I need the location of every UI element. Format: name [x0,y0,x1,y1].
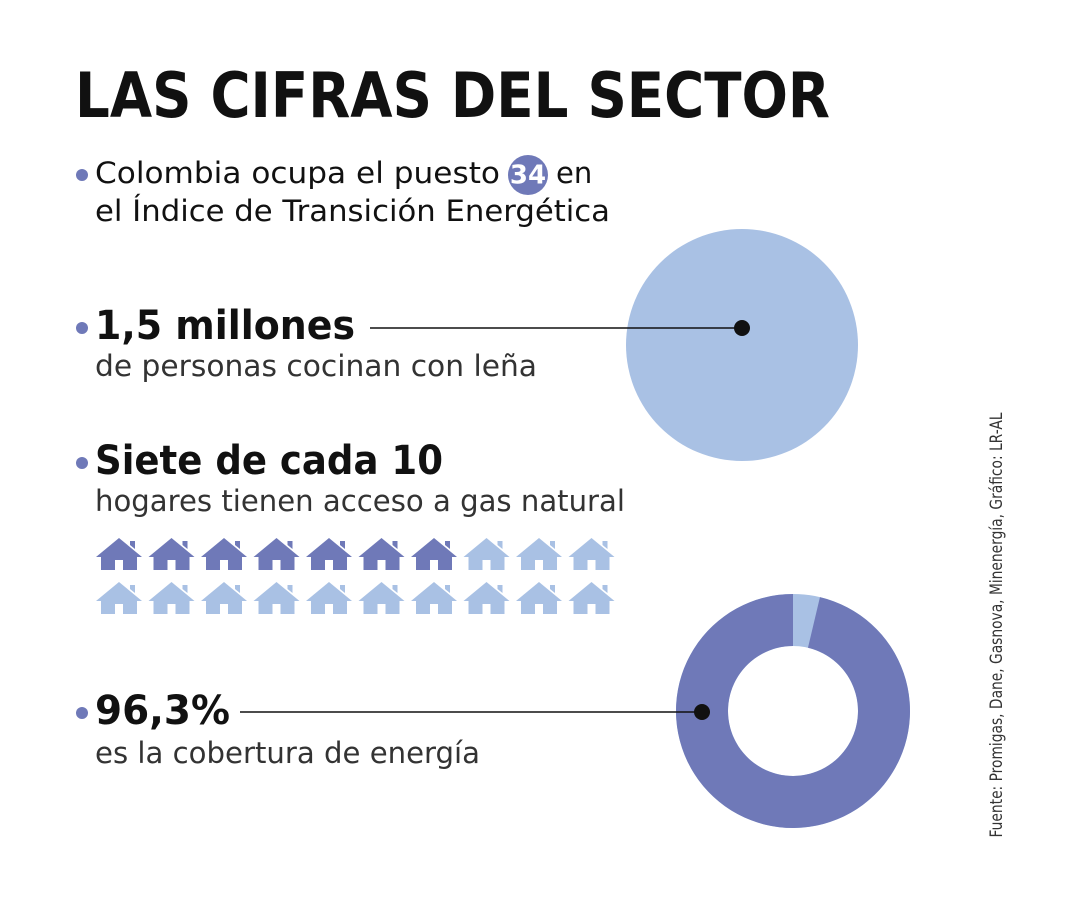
leader-dot [694,704,710,720]
house-icon [516,538,562,570]
item-text: en [556,156,592,190]
bullet [76,707,88,719]
house-icon [463,538,510,570]
bullet [76,457,88,469]
bullet [76,169,88,181]
item-text: el Índice de Transición Energética [95,194,610,228]
house-icon [568,538,615,570]
house-icon [411,582,457,614]
house-icon [306,582,352,614]
rank: 34 [510,161,546,191]
house-icon [201,538,247,570]
house-icons [96,538,615,614]
title: LAS CIFRAS DEL SECTOR [75,59,830,132]
circle-graphic [626,229,858,461]
subtext: es la cobertura de energía [95,736,480,770]
source: Fuente: Promigas, Dane, Gasnova, Minener… [987,412,1007,837]
leader-dot [734,320,750,336]
item-text: Colombia ocupa el puesto [95,156,500,190]
subtext: de personas cocinan con leña [95,349,537,383]
house-icon [96,582,142,614]
house-icon [253,538,300,570]
subtext: hogares tienen acceso a gas natural [95,484,625,518]
house-icon [568,582,615,614]
rank-badge [508,155,548,195]
house-icon [358,538,405,570]
house-icon [96,538,142,570]
house-icon [516,582,562,614]
headline: 1,5 millones [95,303,355,349]
headline: 96,3% [95,688,230,734]
donut-arc [676,594,911,828]
house-icon [306,538,352,570]
house-icon [463,582,510,614]
house-icon [148,582,195,614]
house-icon [358,582,405,614]
house-icon [253,582,300,614]
house-icon [411,538,457,570]
house-icon [201,582,247,614]
bullet [76,322,88,334]
headline: Siete de cada 10 [95,438,443,484]
house-icon [148,538,195,570]
